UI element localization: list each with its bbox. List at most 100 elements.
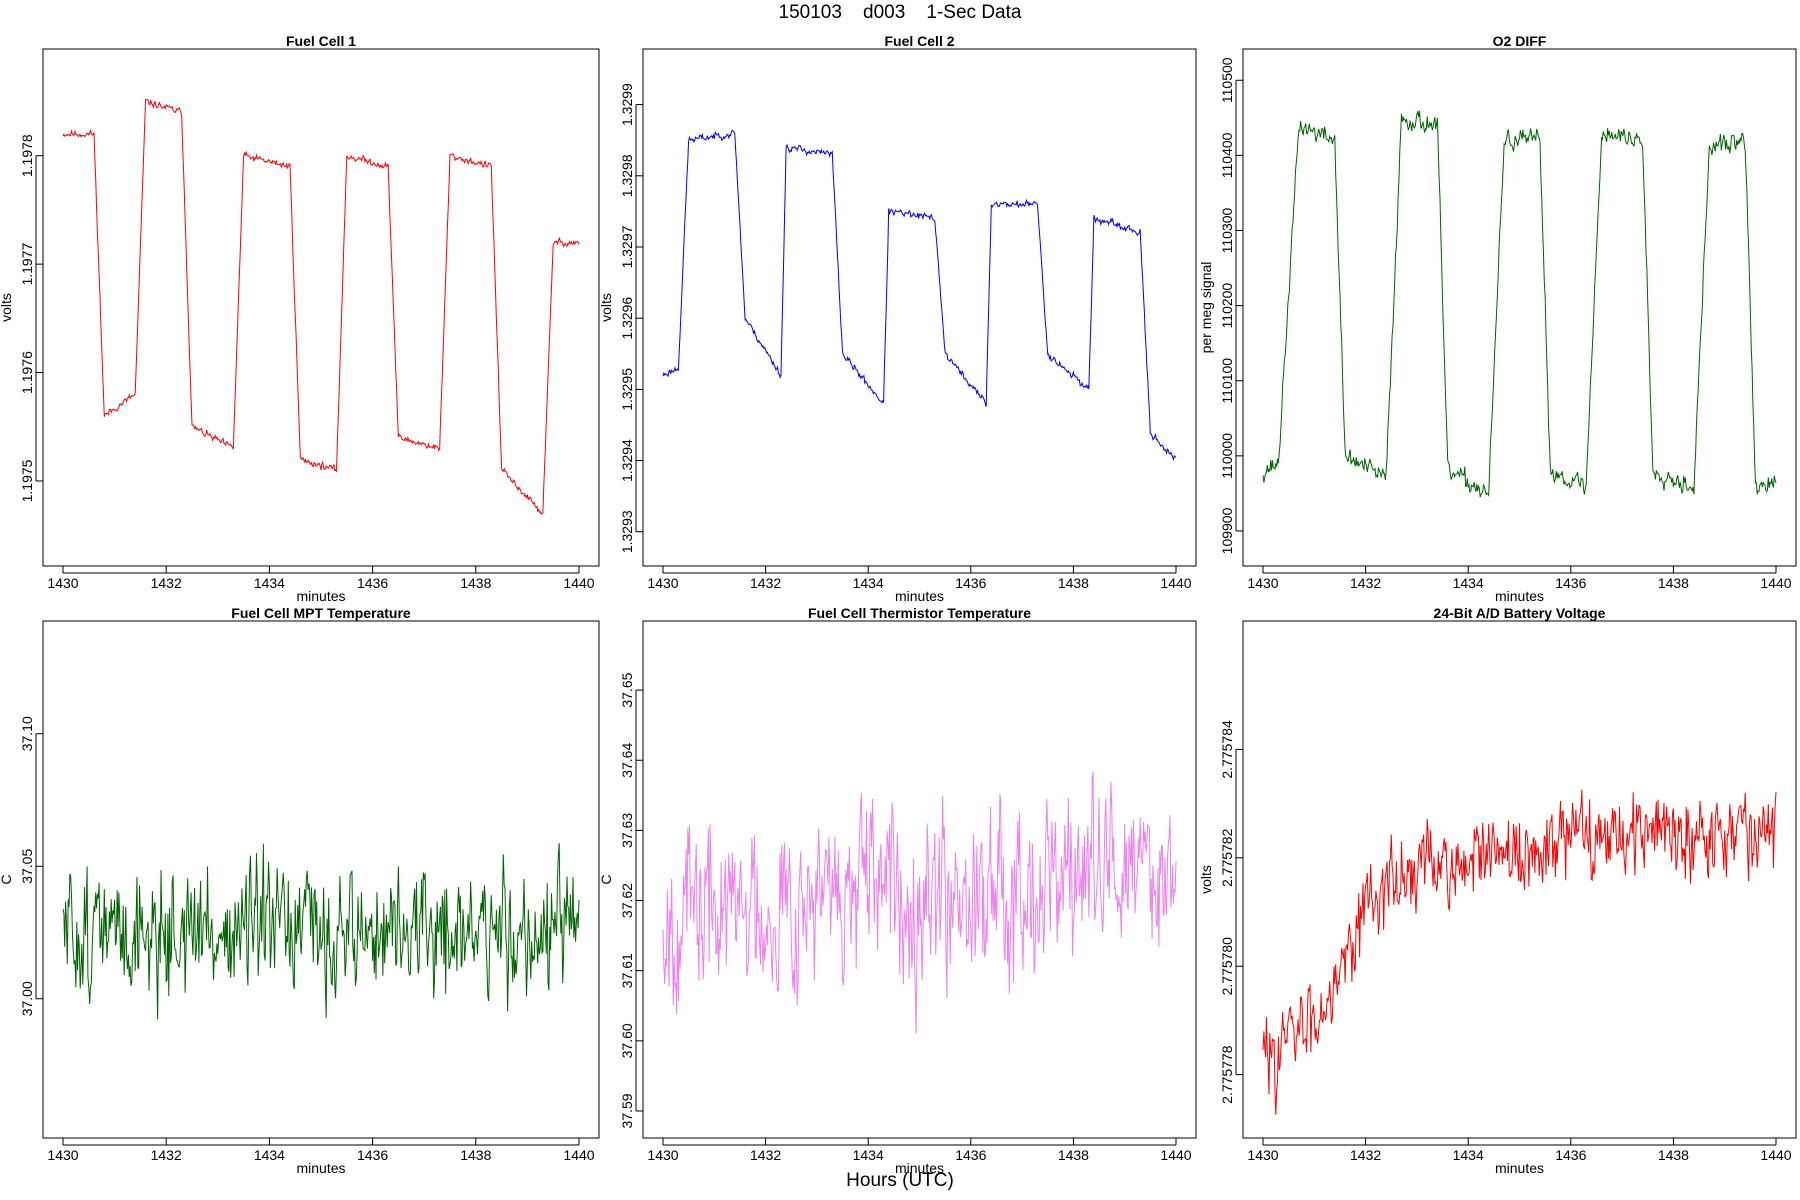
y-tick-label: 2.775778 <box>1219 1045 1235 1104</box>
x-tick-label: 1430 <box>1247 1147 1278 1163</box>
x-axis-label: minutes <box>1495 1160 1544 1176</box>
y-tick-label: 110300 <box>1219 207 1235 253</box>
y-tick-label: 37.10 <box>19 716 35 751</box>
y-axis-label: volts <box>598 293 614 322</box>
y-tick-label: 1.3298 <box>619 154 635 197</box>
y-tick-label: 110200 <box>1219 283 1235 329</box>
x-axis-label: minutes <box>895 1160 944 1176</box>
y-tick-label: 1.3294 <box>619 439 635 482</box>
x-tick-label: 1430 <box>647 1147 678 1163</box>
plot-frame <box>642 620 1197 1139</box>
series-line <box>662 771 1177 1034</box>
y-tick-label: 37.64 <box>619 743 635 778</box>
y-axis-label: volts <box>0 293 14 322</box>
panel-title: 24-Bit A/D Battery Voltage <box>1434 605 1606 621</box>
y-axis-label: volts <box>1198 865 1214 894</box>
y-tick-label: 37.65 <box>619 672 635 707</box>
x-tick-label: 1430 <box>647 575 678 591</box>
x-axis-label: minutes <box>1495 588 1544 604</box>
y-tick-label: 37.60 <box>619 1023 635 1058</box>
x-tick-label: 1436 <box>357 1147 388 1163</box>
y-tick-label: 110100 <box>1219 358 1235 404</box>
chart-panel-5: Fuel Cell Thermistor Temperature 1430 1432… <box>598 605 1197 1176</box>
x-tick-label: 1438 <box>460 1147 491 1163</box>
y-tick-label: 1.3293 <box>619 510 635 553</box>
x-tick-label: 1430 <box>47 575 78 591</box>
y-axis-label: C <box>598 874 614 884</box>
y-tick-label: 1.3295 <box>619 368 635 411</box>
x-tick-label: 1436 <box>1555 575 1586 591</box>
y-tick-label: 110000 <box>1219 433 1235 479</box>
chart-panel-2: Fuel Cell 2 1430 1432 1434 1436 1438 1440 minut… <box>598 33 1197 604</box>
y-tick-label: 2.775780 <box>1219 937 1235 996</box>
y-tick-label: 1.3297 <box>619 225 635 268</box>
x-tick-label: 1432 <box>750 1147 781 1163</box>
figure-title: 150103 d003 1-Sec Data <box>778 2 1022 23</box>
y-tick-label: 37.05 <box>19 849 35 884</box>
y-tick-label: 110500 <box>1219 57 1235 103</box>
x-tick-label: 1440 <box>1160 1147 1191 1163</box>
x-tick-label: 1440 <box>1760 1147 1791 1163</box>
x-tick-label: 1434 <box>1453 575 1484 591</box>
series-line <box>62 843 580 1020</box>
chart-panel-3: O2 DIFF 1430 1432 1434 1436 1438 1440 minutes 10… <box>1198 33 1797 604</box>
chart-panel-6: 24-Bit A/D Battery Voltage 1430 1432 1434 14… <box>1198 605 1797 1176</box>
chart-panel-4: Fuel Cell MPT Temperature 1430 1432 1434 143… <box>0 605 600 1176</box>
y-tick-label: 2.775782 <box>1219 828 1235 887</box>
y-tick-label: 1.1978 <box>19 134 35 177</box>
plot-frame <box>42 620 600 1139</box>
x-tick-label: 1434 <box>1453 1147 1484 1163</box>
y-tick-label: 1.3296 <box>619 297 635 340</box>
x-tick-label: 1432 <box>151 1147 182 1163</box>
x-tick-label: 1430 <box>47 1147 78 1163</box>
x-tick-label: 1438 <box>1058 1147 1089 1163</box>
x-axis-label: minutes <box>296 588 345 604</box>
x-tick-label: 1436 <box>955 1147 986 1163</box>
figure-x-label: Hours (UTC) <box>846 1170 954 1191</box>
panel-title: Fuel Cell 1 <box>286 33 356 49</box>
x-tick-label: 1440 <box>1160 575 1191 591</box>
y-axis-label: per meg signal <box>1198 262 1214 354</box>
x-tick-label: 1434 <box>254 1147 285 1163</box>
x-axis-label: minutes <box>895 588 944 604</box>
y-axis-label: C <box>0 874 14 884</box>
panel-title: Fuel Cell 2 <box>884 33 954 49</box>
series-line <box>662 129 1177 462</box>
x-tick-label: 1438 <box>1658 575 1689 591</box>
panel-title: Fuel Cell MPT Temperature <box>231 605 411 621</box>
panel-title: O2 DIFF <box>1493 33 1547 49</box>
y-tick-label: 110400 <box>1219 132 1235 178</box>
x-tick-label: 1432 <box>151 575 182 591</box>
x-tick-label: 1432 <box>1350 575 1381 591</box>
x-tick-label: 1430 <box>1247 575 1278 591</box>
x-tick-label: 1440 <box>1760 575 1791 591</box>
x-tick-label: 1440 <box>563 575 594 591</box>
x-tick-label: 1436 <box>1555 1147 1586 1163</box>
plot-frame <box>642 48 1197 567</box>
y-tick-label: 2.775784 <box>1219 720 1235 779</box>
x-tick-label: 1440 <box>563 1147 594 1163</box>
x-tick-label: 1432 <box>750 575 781 591</box>
x-tick-label: 1432 <box>1350 1147 1381 1163</box>
y-tick-label: 1.1976 <box>19 351 35 394</box>
y-tick-label: 37.63 <box>619 813 635 848</box>
plot-frame <box>42 48 600 567</box>
x-tick-label: 1434 <box>853 1147 884 1163</box>
x-axis-label: minutes <box>296 1160 345 1176</box>
series-line <box>1262 789 1777 1115</box>
x-tick-label: 1438 <box>460 575 491 591</box>
x-tick-label: 1438 <box>1058 575 1089 591</box>
x-tick-label: 1434 <box>853 575 884 591</box>
plot-frame <box>1242 48 1797 567</box>
y-tick-label: 1.3299 <box>619 83 635 126</box>
y-tick-label: 37.61 <box>619 953 635 988</box>
panel-title: Fuel Cell Thermistor Temperature <box>808 605 1031 621</box>
y-tick-label: 37.00 <box>19 981 35 1016</box>
x-tick-label: 1438 <box>1658 1147 1689 1163</box>
x-tick-label: 1434 <box>254 575 285 591</box>
plot-frame <box>1242 620 1797 1139</box>
series-line <box>1262 110 1777 498</box>
x-tick-label: 1436 <box>955 575 986 591</box>
y-tick-label: 37.62 <box>619 883 635 918</box>
